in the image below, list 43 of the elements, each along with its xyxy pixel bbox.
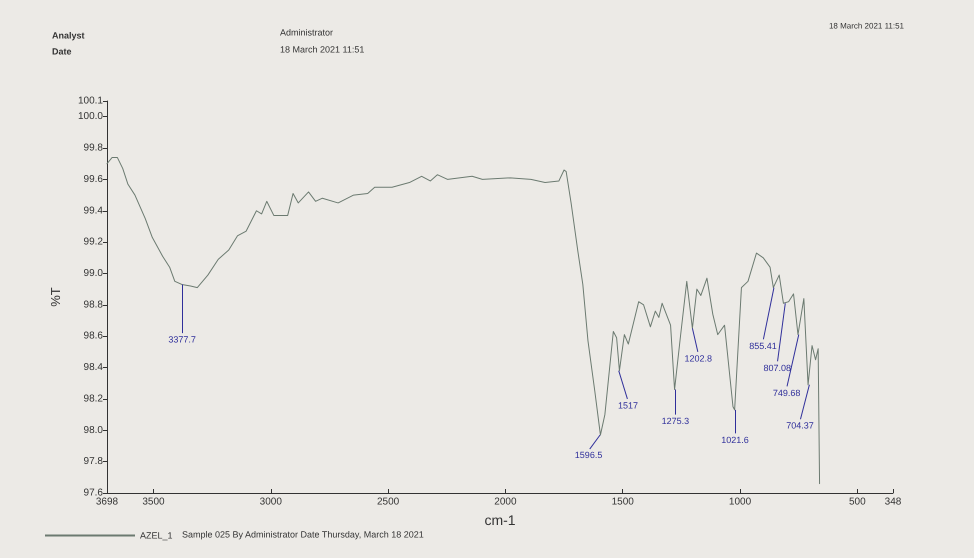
- annotation: 1021.6: [721, 434, 749, 445]
- y-tick-label: 99.0: [84, 268, 104, 279]
- y-tick-label: 98.2: [84, 393, 104, 404]
- y-tick-label: 97.6: [84, 488, 104, 498]
- y-axis-title: %T: [48, 287, 63, 307]
- y-tick-label: 98.0: [84, 424, 104, 436]
- text: Analyst: [52, 30, 85, 40]
- x-tick-label: 3000: [260, 496, 282, 508]
- annotation: 855.41: [749, 340, 777, 351]
- x-tick-label: 348: [884, 496, 902, 508]
- annotation: 749.68: [772, 388, 800, 398]
- annotation: 1202.8: [684, 353, 712, 364]
- x-tick-label: 500: [848, 496, 866, 508]
- text: Date: [52, 46, 72, 56]
- y-tick-label: 99.4: [84, 205, 104, 216]
- text: AZEL_1: [140, 530, 173, 540]
- annotation: 1517: [618, 400, 638, 410]
- line-series: [106, 156, 820, 484]
- y-tick-label: 99.6: [84, 174, 104, 185]
- annotation: 1596.5: [574, 450, 602, 460]
- annotation: 704.37: [786, 420, 814, 431]
- x-tick-label: 2000: [494, 496, 517, 508]
- text: Sample 025 By Administrator Date Thursday, March 18 2021: [182, 530, 424, 540]
- x-tick-label: 2500: [376, 496, 400, 508]
- y-tick-label: 100.1: [78, 96, 104, 106]
- x-tick-label: 3698: [96, 496, 119, 508]
- x-tick-label: 3500: [142, 496, 166, 508]
- annotation: 1275.3: [662, 416, 690, 426]
- y-tick-label: 98.4: [84, 362, 104, 374]
- text: 18 March 2021 11:51: [828, 22, 905, 30]
- y-tick-label: 99.8: [84, 142, 104, 154]
- y-tick-label: 98.6: [84, 330, 104, 342]
- text: 18 March 2021 11:51: [280, 44, 364, 54]
- x-tick-label: 1000: [728, 496, 752, 508]
- x-axis-title: cm-1: [484, 512, 516, 528]
- y-tick-label: 100.0: [78, 111, 104, 122]
- y-tick-label: 97.8: [84, 456, 104, 468]
- text: Administrator: [280, 28, 334, 38]
- annotation: 3377.7: [168, 334, 196, 345]
- x-tick-label: 1500: [612, 496, 634, 508]
- y-tick-label: 99.2: [84, 236, 104, 248]
- annotation: 807.08: [764, 362, 792, 373]
- y-tick-label: 98.8: [84, 299, 104, 310]
